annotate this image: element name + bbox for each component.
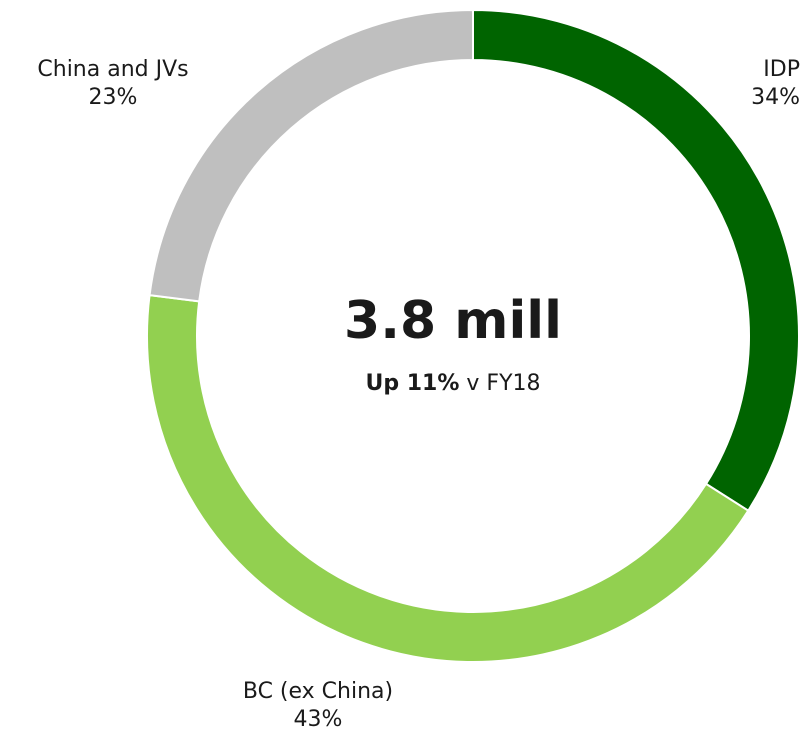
segment-label: IDP <box>763 57 800 82</box>
segment-value-label: 43% <box>294 707 343 731</box>
center-note: Up 11% v FY18 <box>365 371 540 396</box>
segment-label: BC (ex China) <box>243 679 393 704</box>
donut-segment <box>146 294 750 663</box>
donut-segment <box>472 8 800 513</box>
donut-segment <box>148 8 474 303</box>
segment-value-label: 23% <box>89 85 138 110</box>
center-label: 3.8 mill <box>344 291 562 351</box>
segment-label: China and JVs <box>37 57 188 82</box>
segment-value-label: 34% <box>751 85 800 110</box>
center-note-bold: Up 11% <box>365 371 459 396</box>
center-note-text: v FY18 <box>466 371 540 396</box>
